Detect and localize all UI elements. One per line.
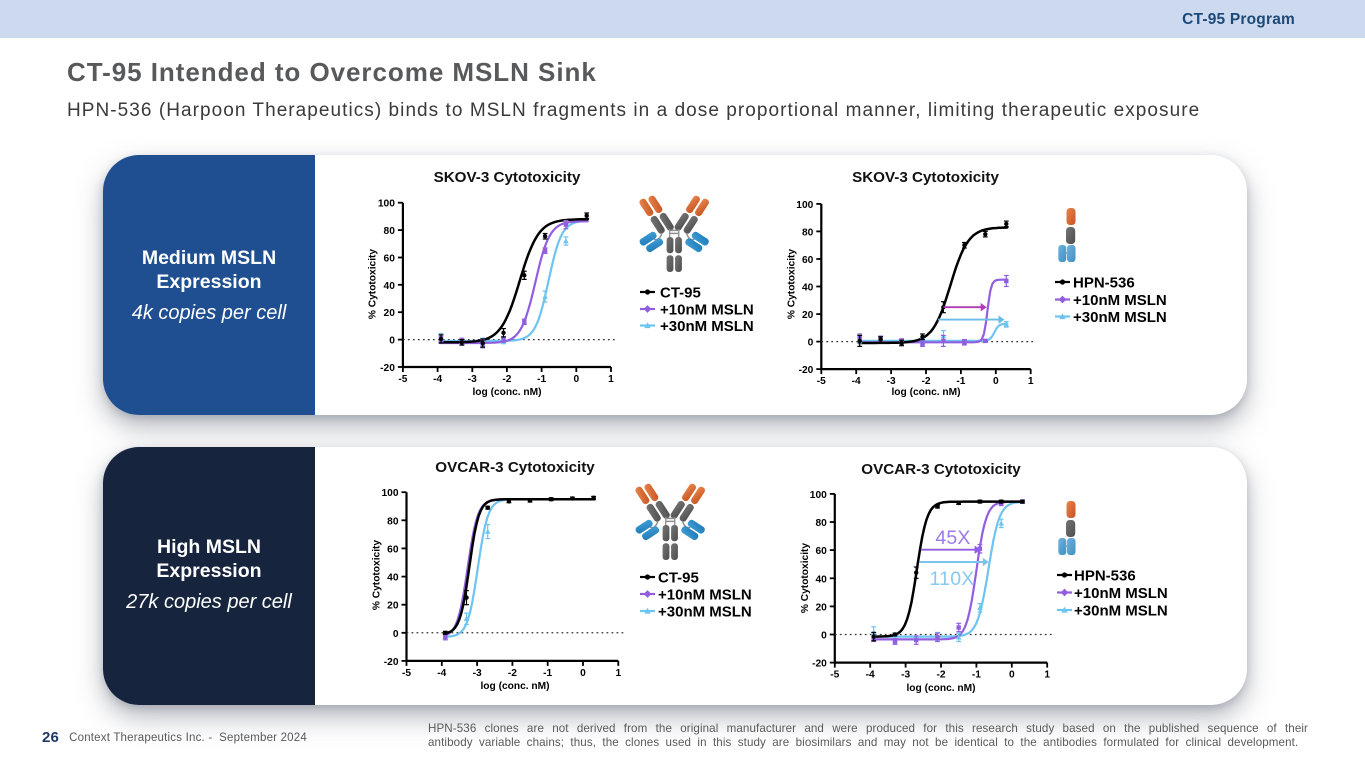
svg-text:+10nM MSLN: +10nM MSLN: [1074, 585, 1168, 602]
svg-text:60: 60: [387, 544, 399, 555]
svg-text:-1: -1: [956, 376, 965, 387]
svg-text:OVCAR-3 Cytotoxicity: OVCAR-3 Cytotoxicity: [435, 459, 595, 476]
svg-text:20: 20: [802, 310, 814, 321]
svg-text:-2: -2: [936, 670, 945, 681]
svg-text:-20: -20: [799, 365, 814, 376]
svg-text:0: 0: [573, 374, 579, 385]
svg-text:-5: -5: [398, 374, 407, 385]
svg-text:+30nM MSLN: +30nM MSLN: [658, 604, 752, 621]
svg-text:-2: -2: [921, 376, 930, 387]
svg-text:% Cytotoxicity: % Cytotoxicity: [787, 249, 798, 320]
svg-text:0: 0: [993, 376, 999, 387]
svg-text:-4: -4: [433, 374, 442, 385]
svg-text:100: 100: [810, 490, 827, 501]
svg-text:60: 60: [802, 255, 814, 266]
svg-text:log (conc. nM): log (conc. nM): [906, 683, 975, 694]
svg-text:-4: -4: [852, 376, 861, 387]
svg-text:-1: -1: [543, 668, 552, 679]
svg-text:-5: -5: [817, 376, 826, 387]
svg-text:80: 80: [384, 226, 396, 237]
svg-text:1: 1: [615, 668, 621, 679]
svg-text:0: 0: [393, 629, 399, 640]
svg-text:log (conc. nM): log (conc. nM): [891, 387, 960, 398]
svg-text:-4: -4: [866, 670, 875, 681]
svg-text:-2: -2: [508, 668, 517, 679]
svg-text:-4: -4: [437, 668, 446, 679]
svg-text:40: 40: [384, 281, 396, 292]
svg-text:SKOV-3 Cytotoxicity: SKOV-3 Cytotoxicity: [852, 169, 999, 186]
svg-text:log (conc. nM): log (conc. nM): [480, 681, 549, 692]
svg-text:110X: 110X: [930, 568, 975, 590]
svg-text:1: 1: [608, 374, 614, 385]
svg-text:0: 0: [389, 336, 395, 347]
svg-text:-3: -3: [901, 670, 910, 681]
svg-text:40: 40: [387, 573, 399, 584]
svg-text:100: 100: [378, 199, 395, 210]
svg-text:HPN-536: HPN-536: [1073, 275, 1135, 292]
svg-text:-20: -20: [812, 659, 827, 670]
svg-text:CT-95: CT-95: [660, 285, 701, 302]
svg-text:% Cytotoxicity: % Cytotoxicity: [372, 540, 383, 611]
svg-text:log (conc. nM): log (conc. nM): [472, 387, 541, 398]
svg-text:20: 20: [384, 308, 396, 319]
svg-text:80: 80: [815, 518, 827, 529]
svg-text:+10nM MSLN: +10nM MSLN: [1073, 292, 1167, 309]
svg-text:-20: -20: [380, 363, 395, 374]
svg-text:+10nM MSLN: +10nM MSLN: [658, 587, 752, 604]
svg-text:+10nM MSLN: +10nM MSLN: [660, 302, 754, 319]
svg-text:40: 40: [802, 283, 814, 294]
svg-text:60: 60: [384, 254, 396, 265]
svg-text:OVCAR-3 Cytotoxicity: OVCAR-3 Cytotoxicity: [861, 461, 1021, 478]
svg-text:SKOV-3 Cytotoxicity: SKOV-3 Cytotoxicity: [434, 169, 581, 186]
svg-text:40: 40: [815, 574, 827, 585]
svg-text:20: 20: [815, 602, 827, 613]
svg-text:-3: -3: [887, 376, 896, 387]
svg-text:-3: -3: [473, 668, 482, 679]
svg-text:100: 100: [382, 488, 399, 499]
svg-text:-5: -5: [402, 668, 411, 679]
svg-text:-2: -2: [502, 374, 511, 385]
svg-text:80: 80: [387, 516, 399, 527]
svg-text:-5: -5: [830, 670, 839, 681]
svg-text:1: 1: [1028, 376, 1034, 387]
svg-text:-20: -20: [384, 657, 399, 668]
svg-text:+30nM MSLN: +30nM MSLN: [1074, 603, 1168, 620]
svg-text:45X: 45X: [935, 527, 970, 549]
svg-text:0: 0: [821, 631, 827, 642]
svg-text:80: 80: [802, 227, 814, 238]
svg-text:% Cytotoxicity: % Cytotoxicity: [368, 249, 379, 320]
svg-text:0: 0: [580, 668, 586, 679]
svg-text:-1: -1: [537, 374, 546, 385]
svg-text:20: 20: [387, 601, 399, 612]
svg-text:60: 60: [815, 546, 827, 557]
svg-text:0: 0: [1009, 670, 1015, 681]
svg-text:HPN-536: HPN-536: [1074, 568, 1136, 585]
svg-text:% Cytotoxicity: % Cytotoxicity: [800, 543, 811, 614]
svg-text:100: 100: [796, 200, 813, 211]
svg-text:-1: -1: [972, 670, 981, 681]
svg-text:+30nM MSLN: +30nM MSLN: [1073, 309, 1167, 326]
svg-text:0: 0: [808, 338, 814, 349]
svg-text:CT-95: CT-95: [658, 570, 699, 587]
svg-text:1: 1: [1044, 670, 1050, 681]
svg-text:-3: -3: [468, 374, 477, 385]
svg-text:+30nM MSLN: +30nM MSLN: [660, 318, 754, 335]
